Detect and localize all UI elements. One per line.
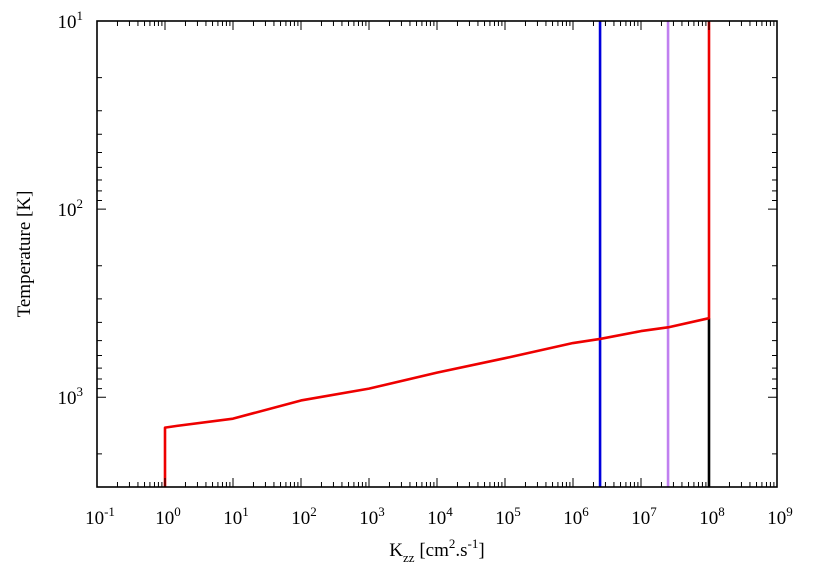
x-tick-label: 10-1 [85,504,115,529]
x-tick-label: 109 [767,504,793,529]
x-tick-label: 105 [495,504,521,529]
series-line-3 [163,21,711,487]
series-layer [163,21,711,487]
ticks-layer [96,20,778,488]
tick-labels-layer: 10-1 100 101 102 103 104 105 106 107 108 109 101 102… [58,8,793,529]
y-tick-label: 102 [58,196,84,221]
x-tick-label: 108 [699,504,725,529]
x-tick-label: 107 [631,504,657,529]
y-tick-label: 101 [58,8,84,33]
x-axis-title: Kzz [cm2.s-1] [389,536,484,565]
plot-frame [96,20,778,488]
x-tick-label: 106 [563,504,589,529]
x-tick-label: 103 [359,504,385,529]
x-tick-label: 104 [427,504,453,529]
x-tick-label: 101 [223,504,249,529]
x-tick-label: 100 [155,504,181,529]
y-axis-title: Temperature [K] [14,191,35,318]
x-tick-label: 102 [291,504,317,529]
y-tick-label: 103 [58,384,84,409]
